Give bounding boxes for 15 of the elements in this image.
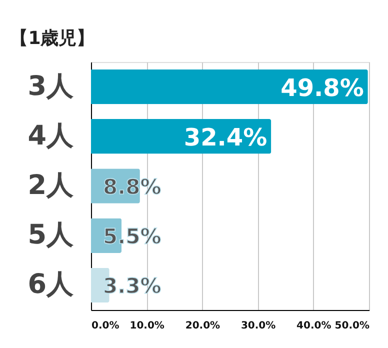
x-tick-label: 40.0% [296, 320, 332, 332]
y-tick-label: 6人 [28, 269, 74, 300]
y-tick-label: 4人 [28, 120, 74, 152]
x-tick-label: 30.0% [240, 320, 276, 332]
data-label: 32.4% [184, 123, 268, 152]
x-tick-label: 50.0% [334, 320, 370, 332]
x-tick-label: 10.0% [130, 320, 164, 332]
y-tick-label: 3人 [28, 70, 74, 102]
data-label: 49.8% [280, 74, 364, 102]
data-label: 3.3% [103, 274, 162, 298]
x-tick-label: 20.0% [185, 320, 220, 332]
x-tick-label: 0.0% [92, 320, 120, 332]
y-tick-label: 5人 [28, 220, 74, 251]
chart-title: 【1歳児】 [10, 28, 95, 49]
y-tick-label: 2人 [28, 170, 74, 201]
